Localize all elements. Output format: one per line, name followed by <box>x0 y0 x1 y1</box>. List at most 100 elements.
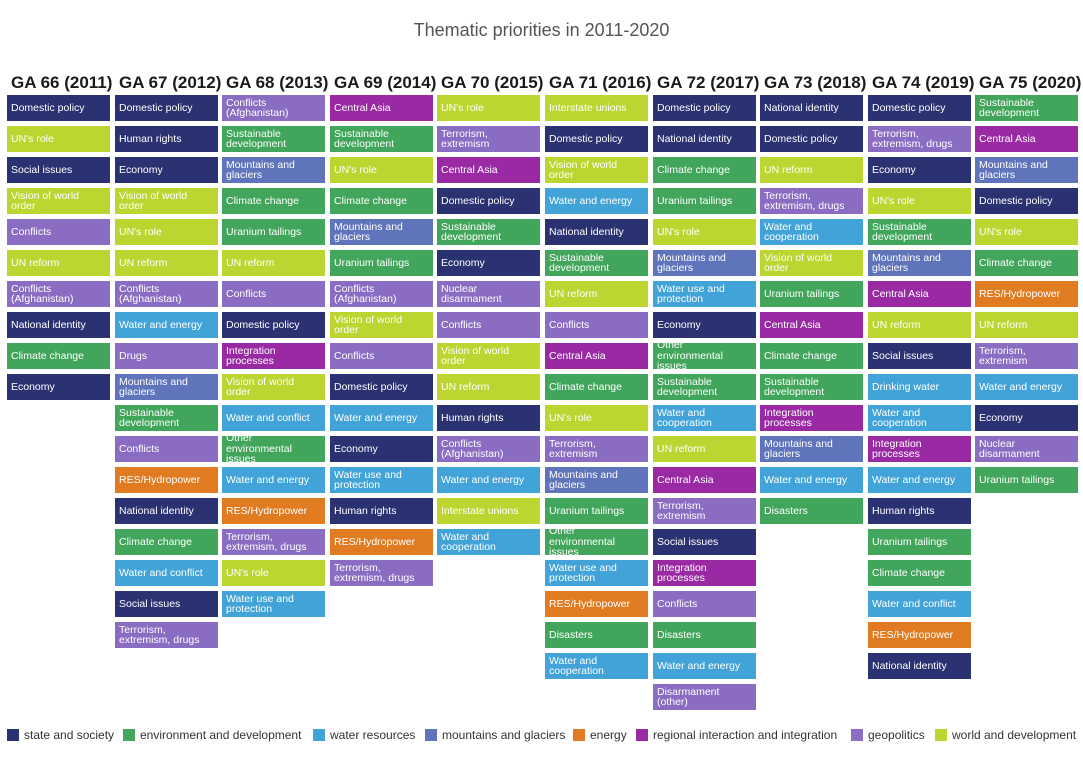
topic-label: Other environmental issues <box>226 436 292 462</box>
topic-cell: Other environmental issues <box>222 436 325 462</box>
topic-label: Conflicts (Afghanistan) <box>441 437 504 460</box>
topic-cell: UN's role <box>868 188 971 214</box>
topic-cell: Domestic policy <box>653 95 756 121</box>
legend-item: geopolitics <box>851 727 925 743</box>
topic-label: RES/Hydropower <box>549 597 631 610</box>
topic-cell: Central Asia <box>545 343 648 369</box>
topic-cell: Domestic policy <box>222 312 325 338</box>
topic-cell: Integration processes <box>868 436 971 462</box>
topic-cell: Central Asia <box>437 157 540 183</box>
topic-label: Water and conflict <box>872 597 956 610</box>
column-header: GA 75 (2020) <box>979 73 1082 92</box>
topic-label: Domestic policy <box>441 194 515 207</box>
topic-label: Domestic policy <box>119 101 193 114</box>
legend-item: mountains and glaciers <box>425 727 565 743</box>
topic-cell: Vision of world order <box>437 343 540 369</box>
topic-cell: RES/Hydropower <box>975 281 1078 307</box>
topic-cell: Climate change <box>7 343 110 369</box>
topic-cell: Water and conflict <box>868 591 971 617</box>
legend-swatch <box>123 729 135 741</box>
column-header: GA 68 (2013) <box>226 73 329 92</box>
topic-label: Water and cooperation <box>657 406 712 429</box>
legend-swatch <box>636 729 648 741</box>
topic-label: Terrorism, extremism, drugs <box>334 561 415 584</box>
topic-cell: Human rights <box>437 405 540 431</box>
topic-cell: Mountains and glaciers <box>115 374 218 400</box>
topic-label: Mountains and glaciers <box>764 437 833 460</box>
topic-label: Central Asia <box>549 349 606 362</box>
topic-cell: Water and cooperation <box>653 405 756 431</box>
topic-cell: UN reform <box>545 281 648 307</box>
topic-label: Conflicts <box>226 287 267 300</box>
topic-label: Other environmental issues <box>657 343 723 369</box>
topic-label: Climate change <box>764 349 837 362</box>
topic-cell: Terrorism, extremism, drugs <box>868 126 971 152</box>
topic-cell: Central Asia <box>653 467 756 493</box>
topic-cell: Terrorism, extremism, drugs <box>330 560 433 586</box>
topic-label: Sustainable development <box>226 127 287 150</box>
topic-label: Nuclear disarmament <box>979 437 1040 460</box>
topic-label: Mountains and glaciers <box>549 468 618 491</box>
topic-cell: Terrorism, extremism <box>975 343 1078 369</box>
legend-item: regional interaction and integration <box>636 727 837 743</box>
topic-cell: Economy <box>437 250 540 276</box>
topic-label: Central Asia <box>979 132 1036 145</box>
column-header: GA 67 (2012) <box>119 73 222 92</box>
topic-label: Economy <box>334 442 378 455</box>
legend-label: state and society <box>24 728 115 742</box>
topic-label: Vision of world order <box>334 313 403 336</box>
topic-cell: Terrorism, extremism, drugs <box>760 188 863 214</box>
legend-label: mountains and glaciers <box>442 728 566 742</box>
column-header: GA 72 (2017) <box>657 73 760 92</box>
topic-cell: Domestic policy <box>760 126 863 152</box>
topic-label: Central Asia <box>872 287 929 300</box>
topic-cell: Water and energy <box>437 467 540 493</box>
topic-label: UN's role <box>119 225 162 238</box>
topic-cell: Vision of world order <box>330 312 433 338</box>
topic-label: Other environmental issues <box>549 529 615 555</box>
topic-label: Economy <box>872 163 916 176</box>
chart-title: Thematic priorities in 2011-2020 <box>413 20 670 40</box>
topic-cell: Interstate unions <box>437 498 540 524</box>
topic-label: UN reform <box>549 287 598 300</box>
topic-label: Social issues <box>872 349 934 362</box>
legend-swatch <box>935 729 947 741</box>
topic-cell: Domestic policy <box>545 126 648 152</box>
topic-label: Water and energy <box>441 473 525 486</box>
topic-label: National identity <box>549 225 624 238</box>
topic-cell: National identity <box>760 95 863 121</box>
legend-item: world and development <box>935 727 1076 743</box>
topic-cell: Water use and protection <box>330 467 433 493</box>
topic-cell: Conflicts <box>7 219 110 245</box>
topic-cell: Uranium tailings <box>545 498 648 524</box>
topic-cell: Conflicts <box>437 312 540 338</box>
topic-label: RES/Hydropower <box>226 504 308 517</box>
topic-label: Sustainable development <box>441 220 502 243</box>
topic-cell: Sustainable development <box>115 405 218 431</box>
topic-label: Water and cooperation <box>764 220 819 243</box>
topic-cell: Climate change <box>222 188 325 214</box>
topic-label: Climate change <box>872 566 945 579</box>
topic-cell: Water and cooperation <box>437 529 540 555</box>
topic-cell: UN reform <box>437 374 540 400</box>
legend-item: state and society <box>7 727 114 743</box>
topic-cell: Central Asia <box>868 281 971 307</box>
column-header: GA 73 (2018) <box>764 73 867 92</box>
topic-label: UN reform <box>119 256 168 269</box>
topic-label: Sustainable development <box>119 406 180 429</box>
topic-label: Uranium tailings <box>334 256 410 269</box>
topic-cell: National identity <box>545 219 648 245</box>
topic-cell: Climate change <box>760 343 863 369</box>
topic-label: Integration processes <box>657 561 707 584</box>
topic-cell: Terrorism, extremism, drugs <box>222 529 325 555</box>
topic-label: UN's role <box>11 132 54 145</box>
topic-label: Domestic policy <box>549 132 623 145</box>
topic-cell: Terrorism, extremism <box>437 126 540 152</box>
legend: state and society environment and develop… <box>0 727 1083 743</box>
topic-label: Sustainable development <box>872 220 933 243</box>
topic-cell: Conflicts (Afghanistan) <box>330 281 433 307</box>
topic-label: Integration processes <box>226 344 276 367</box>
topic-cell: UN's role <box>115 219 218 245</box>
column-header: GA 66 (2011) <box>11 73 113 92</box>
topic-cell: Mountains and glaciers <box>330 219 433 245</box>
